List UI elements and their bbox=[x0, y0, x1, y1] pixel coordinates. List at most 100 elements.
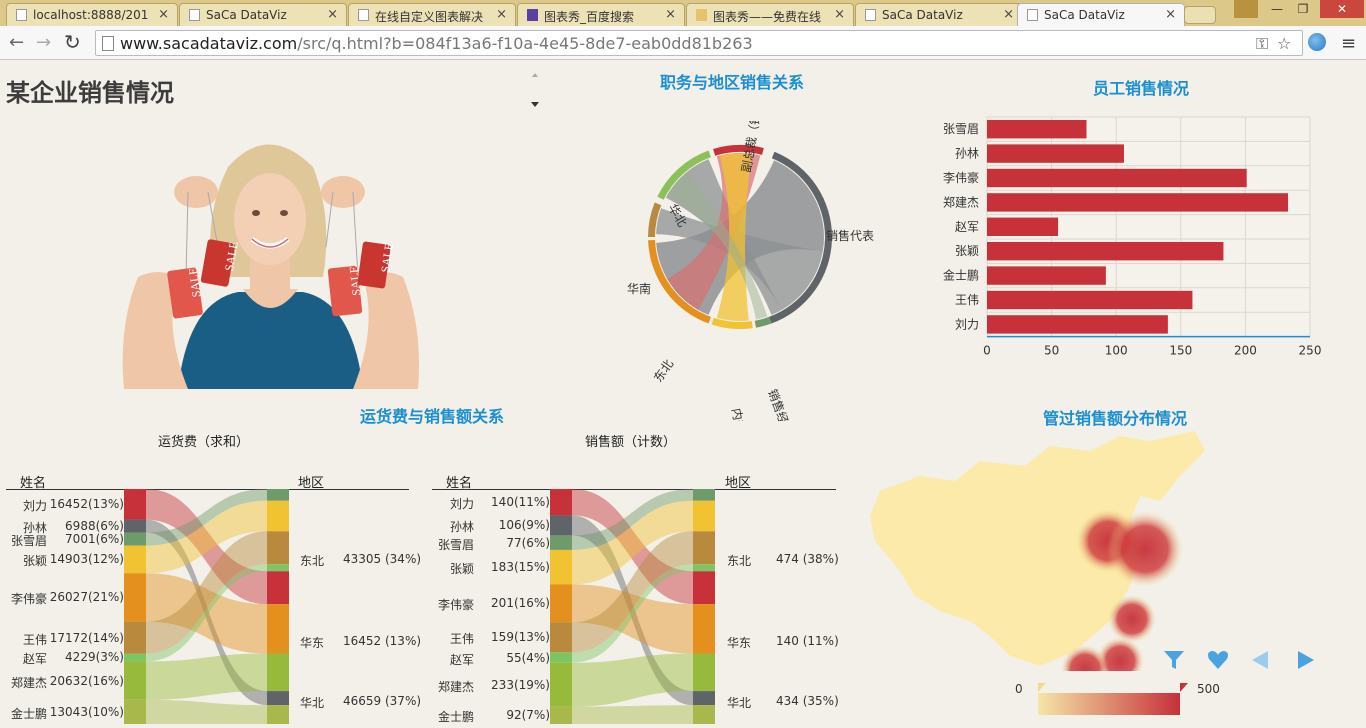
maximize-button[interactable]: ❐ bbox=[1290, 0, 1316, 18]
translate-icon[interactable]: ⚿ bbox=[1256, 34, 1268, 54]
sankey-target-node[interactable] bbox=[693, 691, 715, 705]
reload-icon[interactable]: ↻ bbox=[64, 30, 81, 54]
forward-arrow-icon[interactable]: → bbox=[36, 32, 51, 53]
bar[interactable] bbox=[987, 242, 1223, 260]
browser-tab[interactable]: 在线自定义图表解决 × bbox=[348, 3, 516, 26]
sankey-source-node[interactable] bbox=[550, 535, 572, 550]
sankey-name-label: 张雪眉 bbox=[11, 532, 47, 549]
bar[interactable] bbox=[987, 169, 1247, 187]
sankey-source-node[interactable] bbox=[124, 573, 146, 621]
browser-tab-active[interactable]: SaCa DataViz × bbox=[1017, 3, 1185, 26]
prev-arrow-icon[interactable] bbox=[1250, 649, 1270, 675]
china-heat-map[interactable] bbox=[860, 421, 1210, 671]
y-category-label: 李伟豪 bbox=[943, 170, 979, 185]
sankey-target-node[interactable] bbox=[693, 489, 715, 501]
sankey-target-node[interactable] bbox=[267, 604, 289, 653]
sankey-source-node[interactable] bbox=[124, 546, 146, 574]
heart-icon[interactable] bbox=[1207, 649, 1229, 675]
scroll-down-icon bbox=[531, 102, 539, 107]
sankey-target-node[interactable] bbox=[267, 489, 289, 501]
sankey-source-node[interactable] bbox=[124, 533, 146, 546]
bar[interactable] bbox=[987, 291, 1192, 309]
sankey-source-node[interactable] bbox=[550, 622, 572, 652]
filter-icon[interactable] bbox=[1163, 649, 1185, 677]
browser-tab[interactable]: SaCa DataViz × bbox=[179, 3, 347, 26]
sankey-name-label: 郑建杰 bbox=[438, 678, 474, 695]
sankey-value-label: 106(9%) bbox=[499, 518, 550, 532]
sankey-region-label: 东北 bbox=[300, 552, 324, 569]
tab-close-icon[interactable]: × bbox=[834, 7, 845, 22]
tab-title: SaCa DataViz bbox=[1044, 8, 1160, 22]
heat-legend-bar[interactable] bbox=[1030, 681, 1195, 717]
minimize-button[interactable]: — bbox=[1264, 0, 1290, 18]
extension-globe-icon[interactable] bbox=[1308, 33, 1326, 51]
tab-close-icon[interactable]: × bbox=[665, 7, 676, 22]
tab-close-icon[interactable]: × bbox=[327, 7, 338, 22]
tab-close-icon[interactable]: × bbox=[496, 7, 507, 22]
bar[interactable] bbox=[987, 144, 1124, 162]
browser-tab[interactable]: 图表秀——免费在线 × bbox=[686, 3, 854, 26]
sankey-target-node[interactable] bbox=[693, 705, 715, 724]
new-tab-button[interactable] bbox=[1184, 6, 1216, 24]
close-window-button[interactable]: ✕ bbox=[1320, 0, 1364, 18]
address-bar[interactable]: www.sacadataviz.com/src/q.html?b=084f13a… bbox=[95, 30, 1303, 56]
url-host: www.sacadataviz.com bbox=[120, 34, 297, 53]
tab-close-icon[interactable]: × bbox=[1165, 7, 1176, 22]
back-arrow-icon[interactable]: ← bbox=[9, 32, 24, 53]
sankey-region-label: 华东 bbox=[300, 634, 324, 651]
sankey-target-node[interactable] bbox=[693, 654, 715, 692]
sankey-source-node[interactable] bbox=[124, 661, 146, 699]
sankey-source-node[interactable] bbox=[550, 652, 572, 662]
sankey-source-node[interactable] bbox=[550, 489, 572, 515]
sankey-target-node[interactable] bbox=[693, 531, 715, 564]
sankey-target-node[interactable] bbox=[693, 564, 715, 571]
sankey-target-node[interactable] bbox=[267, 691, 289, 705]
sankey-target-node[interactable] bbox=[267, 501, 289, 532]
sankey-source-node[interactable] bbox=[124, 622, 146, 654]
sankey-source-node[interactable] bbox=[550, 663, 572, 707]
sankey-source-node[interactable] bbox=[550, 550, 572, 585]
user-profile-icon[interactable] bbox=[1234, 0, 1258, 18]
sankey-source-node[interactable] bbox=[550, 584, 572, 622]
bar[interactable] bbox=[987, 120, 1086, 138]
sankey-name-label: 刘力 bbox=[23, 497, 47, 514]
browser-tab[interactable]: SaCa DataViz × bbox=[855, 3, 1023, 26]
sankey-target-node[interactable] bbox=[267, 531, 289, 564]
sankey-target-node[interactable] bbox=[267, 564, 289, 571]
y-category-label: 金士鹏 bbox=[943, 268, 979, 283]
sankey-source-node[interactable] bbox=[124, 489, 146, 520]
y-category-label: 赵军 bbox=[955, 220, 979, 234]
bar[interactable] bbox=[987, 193, 1288, 211]
next-arrow-icon[interactable] bbox=[1296, 649, 1316, 675]
sankey-source-node[interactable] bbox=[124, 700, 146, 724]
sankey-target-node[interactable] bbox=[693, 604, 715, 653]
sankey-source-node[interactable] bbox=[550, 515, 572, 535]
sankey-value-label: 26027(21%) bbox=[50, 590, 124, 604]
sankey-chart-freight[interactable] bbox=[124, 489, 292, 728]
chord-diagram[interactable]: 销售代表销售经理内部销售协调员东北华南华北副总裁（销售） bbox=[600, 121, 890, 421]
tab-close-icon[interactable]: × bbox=[1003, 7, 1014, 22]
sankey-target-node[interactable] bbox=[693, 501, 715, 532]
sankey-name-label: 郑建杰 bbox=[11, 674, 47, 691]
tab-title: SaCa DataViz bbox=[882, 8, 998, 22]
sankey-source-node[interactable] bbox=[124, 654, 146, 662]
bar[interactable] bbox=[987, 266, 1106, 284]
bookmark-star-icon[interactable]: ☆ bbox=[1277, 34, 1291, 53]
browser-tab[interactable]: localhost:8888/201 × bbox=[6, 3, 178, 26]
sankey-source-node[interactable] bbox=[550, 707, 572, 724]
tab-close-icon[interactable]: × bbox=[158, 7, 169, 22]
bar[interactable] bbox=[987, 218, 1058, 236]
face bbox=[234, 173, 306, 265]
sankey-target-node[interactable] bbox=[267, 654, 289, 692]
browser-tab[interactable]: 图表秀_百度搜索 × bbox=[517, 3, 685, 26]
bar[interactable] bbox=[987, 315, 1168, 333]
sankey-target-node[interactable] bbox=[267, 705, 289, 724]
sankey-chart-sales[interactable] bbox=[550, 489, 718, 728]
sankey-target-node[interactable] bbox=[267, 571, 289, 604]
panel-scroll-arrows[interactable] bbox=[528, 71, 542, 109]
browser-menu-icon[interactable]: ≡ bbox=[1341, 33, 1356, 54]
sankey-target-node[interactable] bbox=[693, 571, 715, 604]
sankey-source-node[interactable] bbox=[124, 520, 146, 533]
chord-group-label: 销售代表 bbox=[826, 228, 874, 243]
